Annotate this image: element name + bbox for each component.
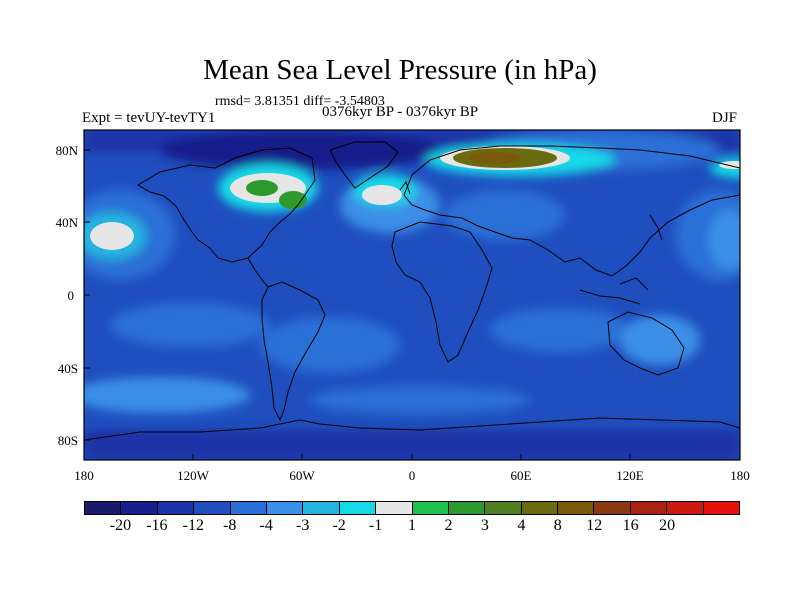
lon-label: 180 xyxy=(74,468,94,483)
season-label: DJF xyxy=(712,110,738,126)
colorbar-label: -4 xyxy=(259,517,273,534)
colorbar-swatch xyxy=(703,502,740,514)
colorbar-swatch xyxy=(85,502,122,514)
colorbar-swatch xyxy=(412,502,449,514)
colorbar-label: 3 xyxy=(480,517,489,534)
colorbar-swatch xyxy=(521,502,559,514)
southern-band-mid xyxy=(310,386,530,414)
colorbar-swatch xyxy=(121,502,158,514)
coast-south-america xyxy=(261,281,326,422)
canada-green-1 xyxy=(246,180,278,196)
lon-label: 180 xyxy=(730,468,750,483)
colorbar-label: 4 xyxy=(517,517,526,534)
coast-central-america xyxy=(247,257,269,288)
colorbar-swatch xyxy=(630,502,668,514)
east-pacific-mid xyxy=(708,210,740,270)
colorbar-swatch xyxy=(157,502,195,514)
lat-label: 0 xyxy=(68,288,75,303)
lat-label: 80S xyxy=(58,433,78,448)
colorbar-label: -8 xyxy=(223,517,237,534)
colorbar-swatch xyxy=(667,502,704,514)
colorbar-label: -3 xyxy=(295,517,310,534)
experiment-label: Expt = tevUY-tevTY1 xyxy=(82,110,216,126)
coast-north-america xyxy=(137,147,316,263)
colorbar-label: -20 xyxy=(109,517,132,534)
colorbar-label: -2 xyxy=(332,517,346,534)
eurasia-patch xyxy=(445,190,565,240)
lon-label: 120W xyxy=(177,468,210,483)
colorbar-label: -12 xyxy=(182,517,204,534)
coast-antarctica xyxy=(84,417,740,441)
colorbar-swatch xyxy=(266,502,304,514)
canada-green-2 xyxy=(279,191,307,209)
colorbar xyxy=(84,501,740,515)
map-field xyxy=(84,130,740,460)
colorbar-label: 2 xyxy=(444,517,453,534)
colorbar-swatch xyxy=(230,502,267,514)
coast-australia xyxy=(607,311,685,376)
colorbar-label: 8 xyxy=(553,517,562,534)
siberia-brown xyxy=(469,152,521,164)
map-title: Mean Sea Level Pressure (in hPa) xyxy=(203,54,597,86)
coast-africa xyxy=(391,221,493,363)
axis-ticks xyxy=(83,149,741,460)
colorbar-swatch xyxy=(194,502,231,514)
coast-indonesia xyxy=(579,277,649,305)
lat-label: 40S xyxy=(58,361,78,376)
lon-label: 60E xyxy=(511,468,532,483)
australia-patch xyxy=(620,315,700,365)
coast-japan xyxy=(649,214,663,241)
lon-label: 0 xyxy=(409,468,416,483)
colorbar-label: 20 xyxy=(659,517,676,534)
north-atlantic-core xyxy=(362,185,402,205)
colorbar-label: 16 xyxy=(622,517,639,534)
arctic-low xyxy=(160,130,440,170)
stats-text: rmsd= 3.81351 diff= -3.54803 xyxy=(215,94,385,109)
east-siberia-white xyxy=(719,161,740,169)
colorbar-swatch xyxy=(376,502,413,514)
colorbar-swatch xyxy=(485,502,522,514)
colorbar-swatch xyxy=(303,502,340,514)
colorbar-label: -1 xyxy=(368,517,383,534)
colorbar-label: 12 xyxy=(586,517,603,534)
coast-eurasia xyxy=(403,145,740,277)
period-label: 0376kyr BP - 0376kyr BP xyxy=(322,104,479,120)
south-pacific-patch xyxy=(110,303,270,347)
colorbar-label: 1 xyxy=(408,517,416,534)
coast-uk xyxy=(399,180,411,195)
colorbar-swatch xyxy=(594,502,631,514)
colorbar-swatch xyxy=(448,502,486,514)
indian-ocean-patch xyxy=(490,308,630,352)
lon-label: 120E xyxy=(616,468,644,483)
pacific-high-core xyxy=(90,222,134,250)
lat-label: 80N xyxy=(56,143,79,158)
lat-label: 40N xyxy=(56,215,79,230)
coast-greenland xyxy=(329,141,399,189)
lon-label: 60W xyxy=(289,468,315,483)
south-atlantic-patch xyxy=(260,317,400,373)
colorbar-swatch xyxy=(558,502,595,514)
coastlines xyxy=(84,141,740,441)
colorbar-swatch xyxy=(339,502,377,514)
colorbar-label: -16 xyxy=(146,517,168,534)
southern-band-west xyxy=(84,377,250,413)
